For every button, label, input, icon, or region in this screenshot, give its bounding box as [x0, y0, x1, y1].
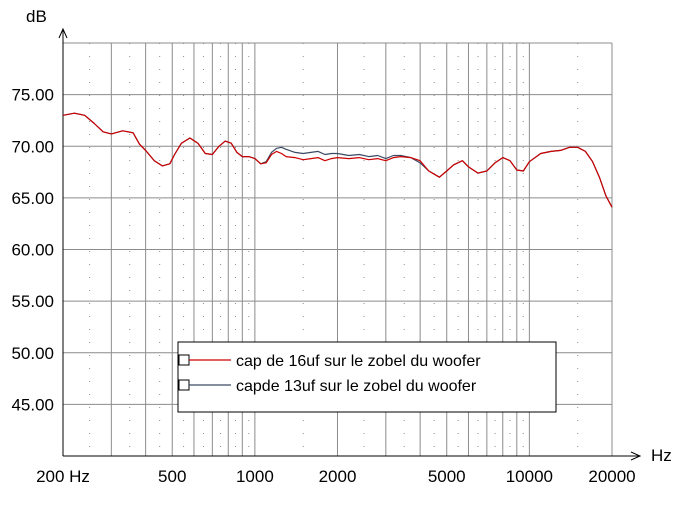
y-tick-label: 65.00 [11, 189, 54, 208]
y-axis-unit: dB [26, 7, 47, 26]
y-tick-label: 50.00 [11, 344, 54, 363]
x-tick-label: 2000 [319, 467, 357, 486]
legend-label-2: capde 13uf sur le zobel du woofer [236, 378, 477, 395]
x-tick-label: 500 [158, 467, 186, 486]
y-tick-label: 55.00 [11, 292, 54, 311]
x-axis-unit: Hz [651, 446, 672, 465]
x-tick-label: 5000 [428, 467, 466, 486]
x-tick-label: 20000 [588, 467, 635, 486]
y-tick-labels: 75.00 70.00 65.00 60.00 55.00 50.00 45.00 [11, 86, 54, 415]
legend-marker-1 [178, 354, 190, 366]
legend-marker-2 [178, 379, 190, 391]
axes [58, 27, 642, 461]
legend-label-1: cap de 16uf sur le zobel du woofer [236, 353, 481, 370]
x-tick-labels: 200 Hz 500 1000 2000 5000 10000 20000 [36, 467, 636, 486]
series-line-1 [62, 112, 613, 208]
y-tick-label: 75.00 [11, 86, 54, 105]
x-tick-label: 10000 [506, 467, 553, 486]
legend: cap de 16uf sur le zobel du woofer capde … [177, 341, 557, 413]
y-tick-label: 70.00 [11, 137, 54, 156]
x-tick-label: 1000 [236, 467, 274, 486]
x-axis-arrow [630, 451, 642, 461]
legend-box [177, 341, 557, 413]
y-tick-label: 45.00 [11, 395, 54, 414]
y-axis-arrow [58, 27, 68, 39]
y-tick-label: 60.00 [11, 241, 54, 260]
x-tick-label: 200 Hz [36, 467, 90, 486]
series-lines [62, 112, 613, 208]
